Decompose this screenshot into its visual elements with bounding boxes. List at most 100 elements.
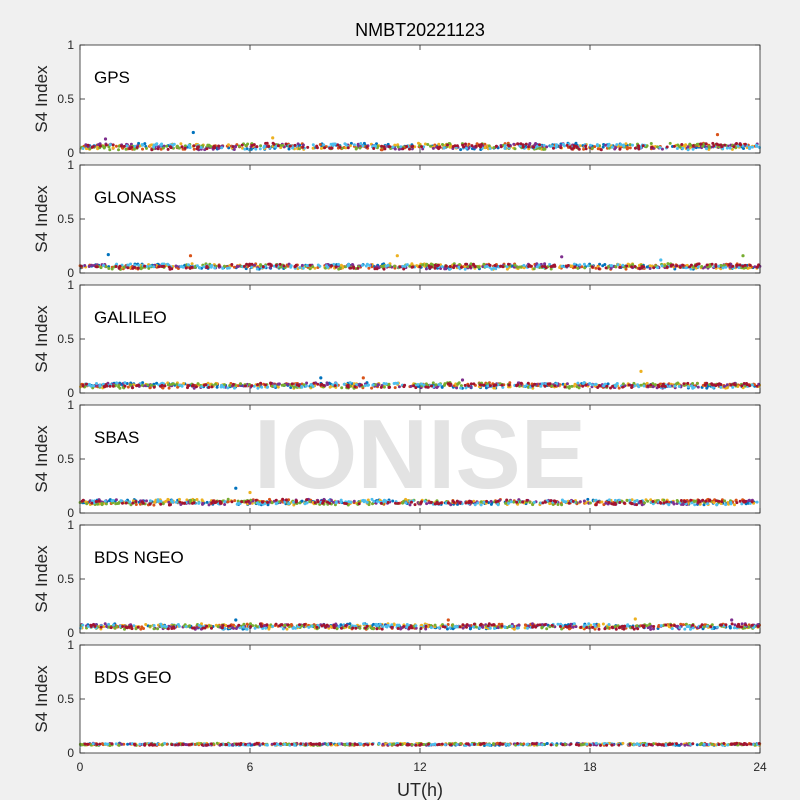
data-point (245, 262, 249, 266)
data-point (503, 146, 507, 150)
data-point (141, 143, 145, 147)
data-point (272, 142, 276, 146)
data-point (719, 623, 723, 627)
panel-title: GPS (94, 68, 130, 87)
data-point (618, 147, 622, 151)
data-point (446, 143, 449, 147)
data-point (699, 142, 703, 146)
data-point (362, 141, 366, 145)
data-point (739, 143, 743, 147)
data-point (693, 503, 697, 507)
data-point (107, 145, 111, 149)
data-point (87, 265, 91, 268)
data-point (548, 625, 552, 629)
data-point (188, 146, 192, 150)
data-point (132, 147, 136, 151)
data-point (124, 147, 128, 151)
data-point (286, 382, 290, 386)
data-point (356, 266, 360, 270)
data-point (222, 383, 226, 387)
data-point (114, 144, 118, 148)
data-point (731, 385, 735, 389)
data-point (488, 147, 492, 150)
data-point (83, 264, 87, 267)
data-point (222, 385, 226, 389)
data-point (81, 623, 85, 627)
data-point (702, 503, 706, 507)
data-point (606, 382, 610, 386)
data-point (111, 143, 115, 147)
data-point (145, 499, 148, 503)
data-point (109, 626, 113, 630)
data-point (159, 499, 163, 503)
data-point (200, 385, 204, 389)
data-point (705, 624, 709, 628)
data-point (121, 625, 125, 628)
data-point (660, 147, 664, 151)
data-point (678, 145, 682, 149)
data-point (414, 624, 418, 628)
data-point (133, 144, 137, 148)
data-point (379, 148, 383, 152)
data-point (510, 624, 514, 628)
data-point (137, 141, 141, 145)
data-point (631, 143, 634, 147)
data-point (332, 623, 336, 627)
data-point (199, 146, 203, 149)
data-point (445, 627, 449, 631)
data-point (740, 384, 744, 388)
data-point (601, 622, 605, 626)
data-point (334, 381, 338, 385)
data-point (540, 625, 544, 629)
data-point (93, 624, 97, 628)
data-point (288, 144, 292, 148)
data-point (208, 624, 212, 628)
data-point (414, 386, 418, 390)
data-point (241, 146, 244, 150)
data-point (548, 262, 552, 266)
data-point (95, 265, 99, 269)
data-point (408, 264, 412, 268)
data-point (379, 385, 383, 389)
data-point (148, 144, 152, 147)
data-point (142, 627, 145, 630)
data-point (236, 265, 240, 268)
data-point (646, 384, 650, 388)
data-point (107, 622, 111, 626)
data-point (719, 383, 723, 386)
data-point (192, 144, 196, 148)
data-point (596, 500, 600, 504)
data-point (210, 626, 213, 630)
data-point (727, 263, 731, 267)
data-point (565, 382, 569, 386)
data-point (252, 384, 256, 388)
data-point (715, 625, 719, 629)
data-point (285, 627, 289, 631)
data-point (582, 262, 586, 266)
data-point (535, 265, 539, 269)
data-point (402, 625, 406, 628)
data-point (393, 143, 397, 147)
data-point (294, 263, 298, 267)
data-point (423, 499, 427, 503)
data-point (614, 146, 618, 150)
data-point (333, 142, 337, 146)
data-point (334, 265, 338, 269)
data-point (525, 498, 529, 502)
data-point (102, 264, 105, 267)
data-point (565, 143, 569, 147)
data-point (124, 501, 128, 505)
data-point (559, 622, 563, 626)
data-point (607, 623, 611, 626)
data-point (161, 502, 165, 506)
data-point (521, 500, 525, 504)
data-point (712, 501, 716, 505)
data-point (340, 626, 343, 630)
data-point (540, 623, 544, 627)
data-point (567, 501, 571, 505)
data-point (453, 144, 457, 148)
data-point (587, 622, 591, 626)
data-point (471, 625, 475, 629)
data-point (356, 142, 360, 146)
data-point (492, 386, 496, 390)
